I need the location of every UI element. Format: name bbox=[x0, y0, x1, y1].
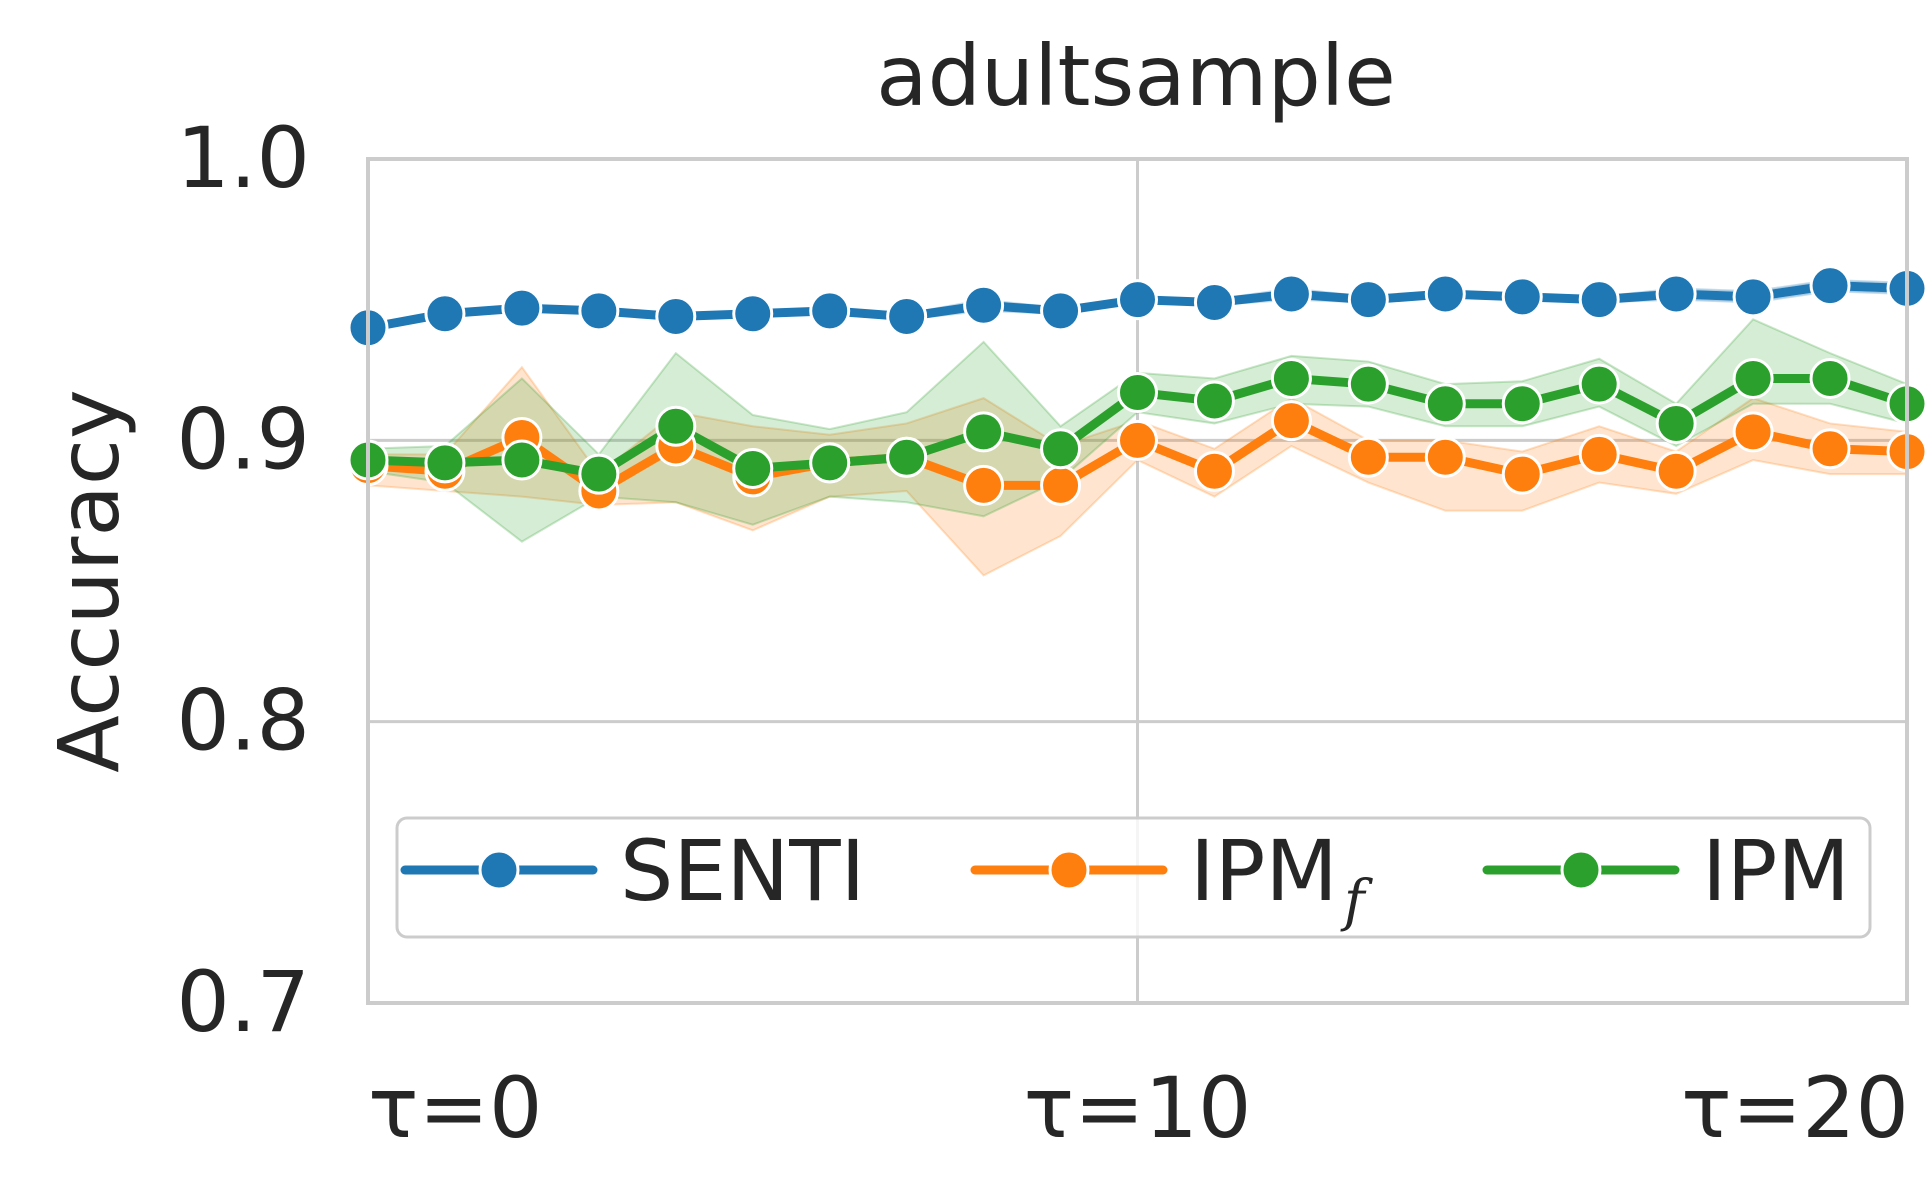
legend-label-0: SENTI bbox=[620, 822, 865, 920]
series-2-point-15 bbox=[1501, 383, 1543, 425]
plot-frame bbox=[366, 157, 1909, 1005]
series-0-point-12 bbox=[1270, 273, 1312, 315]
series-0-point-8 bbox=[963, 284, 1005, 326]
legend-marker-0 bbox=[478, 849, 520, 891]
y-tick-label-1: 0.8 bbox=[176, 672, 310, 770]
series-0-point-13 bbox=[1347, 279, 1389, 321]
series-0-point-11 bbox=[1193, 281, 1235, 323]
series-0-point-6 bbox=[809, 290, 851, 332]
series-2-point-11 bbox=[1193, 380, 1235, 422]
series-0-point-7 bbox=[886, 296, 928, 338]
series-1-point-8 bbox=[963, 464, 1005, 506]
legend-marker-1 bbox=[1048, 849, 1090, 891]
series-1-point-17 bbox=[1655, 450, 1697, 492]
series-1-point-12 bbox=[1270, 400, 1312, 442]
series-1-point-15 bbox=[1501, 453, 1543, 495]
series-0-point-4 bbox=[655, 296, 697, 338]
series-2-point-9 bbox=[1040, 428, 1082, 470]
legend-item-0: SENTI bbox=[400, 822, 865, 920]
series-1-point-9 bbox=[1040, 464, 1082, 506]
y-tick-label-2: 0.9 bbox=[176, 390, 310, 488]
series-1-point-16 bbox=[1578, 433, 1620, 475]
series-1-point-19 bbox=[1809, 428, 1851, 470]
x-tick-label-0: τ=0 bbox=[368, 1059, 542, 1157]
series-2-point-8 bbox=[963, 411, 1005, 453]
series-2-point-5 bbox=[732, 447, 774, 489]
y-tick-labels: 0.7 0.8 0.9 1.0 bbox=[176, 109, 310, 1051]
series-0-point-3 bbox=[578, 290, 620, 332]
series-1-point-11 bbox=[1193, 450, 1235, 492]
legend-box bbox=[395, 816, 1872, 939]
series-1-point-14 bbox=[1424, 436, 1466, 478]
series-2-point-7 bbox=[886, 436, 928, 478]
chart-title: adultsample bbox=[876, 27, 1396, 125]
series-2-point-4 bbox=[655, 405, 697, 447]
series-2-point-3 bbox=[578, 453, 620, 495]
series-0-point-5 bbox=[732, 293, 774, 335]
series-1-point-18 bbox=[1732, 411, 1774, 453]
y-tick-label-0: 0.7 bbox=[176, 953, 310, 1051]
series-0-point-2 bbox=[501, 287, 543, 329]
series-0-point-9 bbox=[1040, 290, 1082, 332]
legend-label-2: IPM bbox=[1702, 822, 1850, 920]
series-2-point-10 bbox=[1117, 372, 1158, 414]
legend: SENTI IPM f IPM bbox=[395, 816, 1872, 939]
x-tick-label-1: τ=10 bbox=[1024, 1059, 1252, 1157]
series-1-point-10 bbox=[1117, 419, 1158, 461]
series-1-point-13 bbox=[1347, 436, 1389, 478]
series-2-point-2 bbox=[501, 439, 543, 481]
series-0-point-15 bbox=[1501, 276, 1543, 318]
series-2-point-14 bbox=[1424, 383, 1466, 425]
series-2-point-12 bbox=[1270, 357, 1312, 399]
y-axis-label: Accuracy bbox=[40, 389, 138, 773]
series-2-point-1 bbox=[424, 442, 466, 484]
series-2-point-17 bbox=[1655, 402, 1697, 444]
series-0-point-14 bbox=[1424, 273, 1466, 315]
x-tick-labels: τ=0 τ=10 τ=20 bbox=[368, 1059, 1909, 1157]
x-tick-label-2: τ=20 bbox=[1681, 1059, 1909, 1157]
series-2-point-19 bbox=[1809, 357, 1851, 399]
series-0-point-10 bbox=[1117, 279, 1158, 321]
series-0-point-1 bbox=[424, 293, 466, 335]
series-0-point-18 bbox=[1732, 276, 1774, 318]
series-0-point-19 bbox=[1809, 265, 1851, 307]
series-2-point-6 bbox=[809, 442, 851, 484]
legend-marker-2 bbox=[1560, 849, 1602, 891]
series-2-point-18 bbox=[1732, 357, 1774, 399]
y-tick-label-3: 1.0 bbox=[176, 109, 310, 207]
series-0-point-16 bbox=[1578, 279, 1620, 321]
legend-item-2: IPM bbox=[1482, 822, 1850, 920]
series-2-point-13 bbox=[1347, 363, 1389, 405]
series-2-point-16 bbox=[1578, 363, 1620, 405]
series-0-point-17 bbox=[1655, 273, 1697, 315]
